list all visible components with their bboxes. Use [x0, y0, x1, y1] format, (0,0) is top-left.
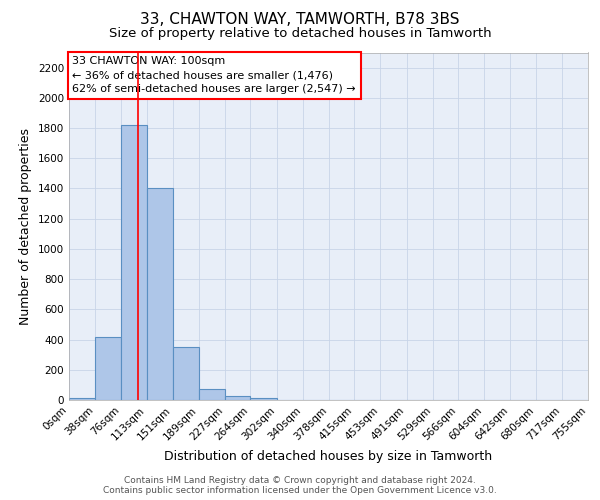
- Bar: [250, 398, 277, 400]
- Bar: [225, 396, 250, 400]
- Text: 33, CHAWTON WAY, TAMWORTH, B78 3BS: 33, CHAWTON WAY, TAMWORTH, B78 3BS: [140, 12, 460, 28]
- Text: Size of property relative to detached houses in Tamworth: Size of property relative to detached ho…: [109, 28, 491, 40]
- Bar: [146, 188, 173, 400]
- Text: Contains public sector information licensed under the Open Government Licence v3: Contains public sector information licen…: [103, 486, 497, 495]
- Y-axis label: Number of detached properties: Number of detached properties: [19, 128, 32, 325]
- Bar: [173, 347, 199, 400]
- Text: 33 CHAWTON WAY: 100sqm
← 36% of detached houses are smaller (1,476)
62% of semi-: 33 CHAWTON WAY: 100sqm ← 36% of detached…: [73, 56, 356, 94]
- Bar: [95, 336, 121, 400]
- Text: Contains HM Land Registry data © Crown copyright and database right 2024.: Contains HM Land Registry data © Crown c…: [124, 476, 476, 485]
- Bar: [199, 388, 225, 400]
- Bar: [69, 398, 95, 400]
- Bar: [121, 125, 146, 400]
- X-axis label: Distribution of detached houses by size in Tamworth: Distribution of detached houses by size …: [164, 450, 493, 463]
